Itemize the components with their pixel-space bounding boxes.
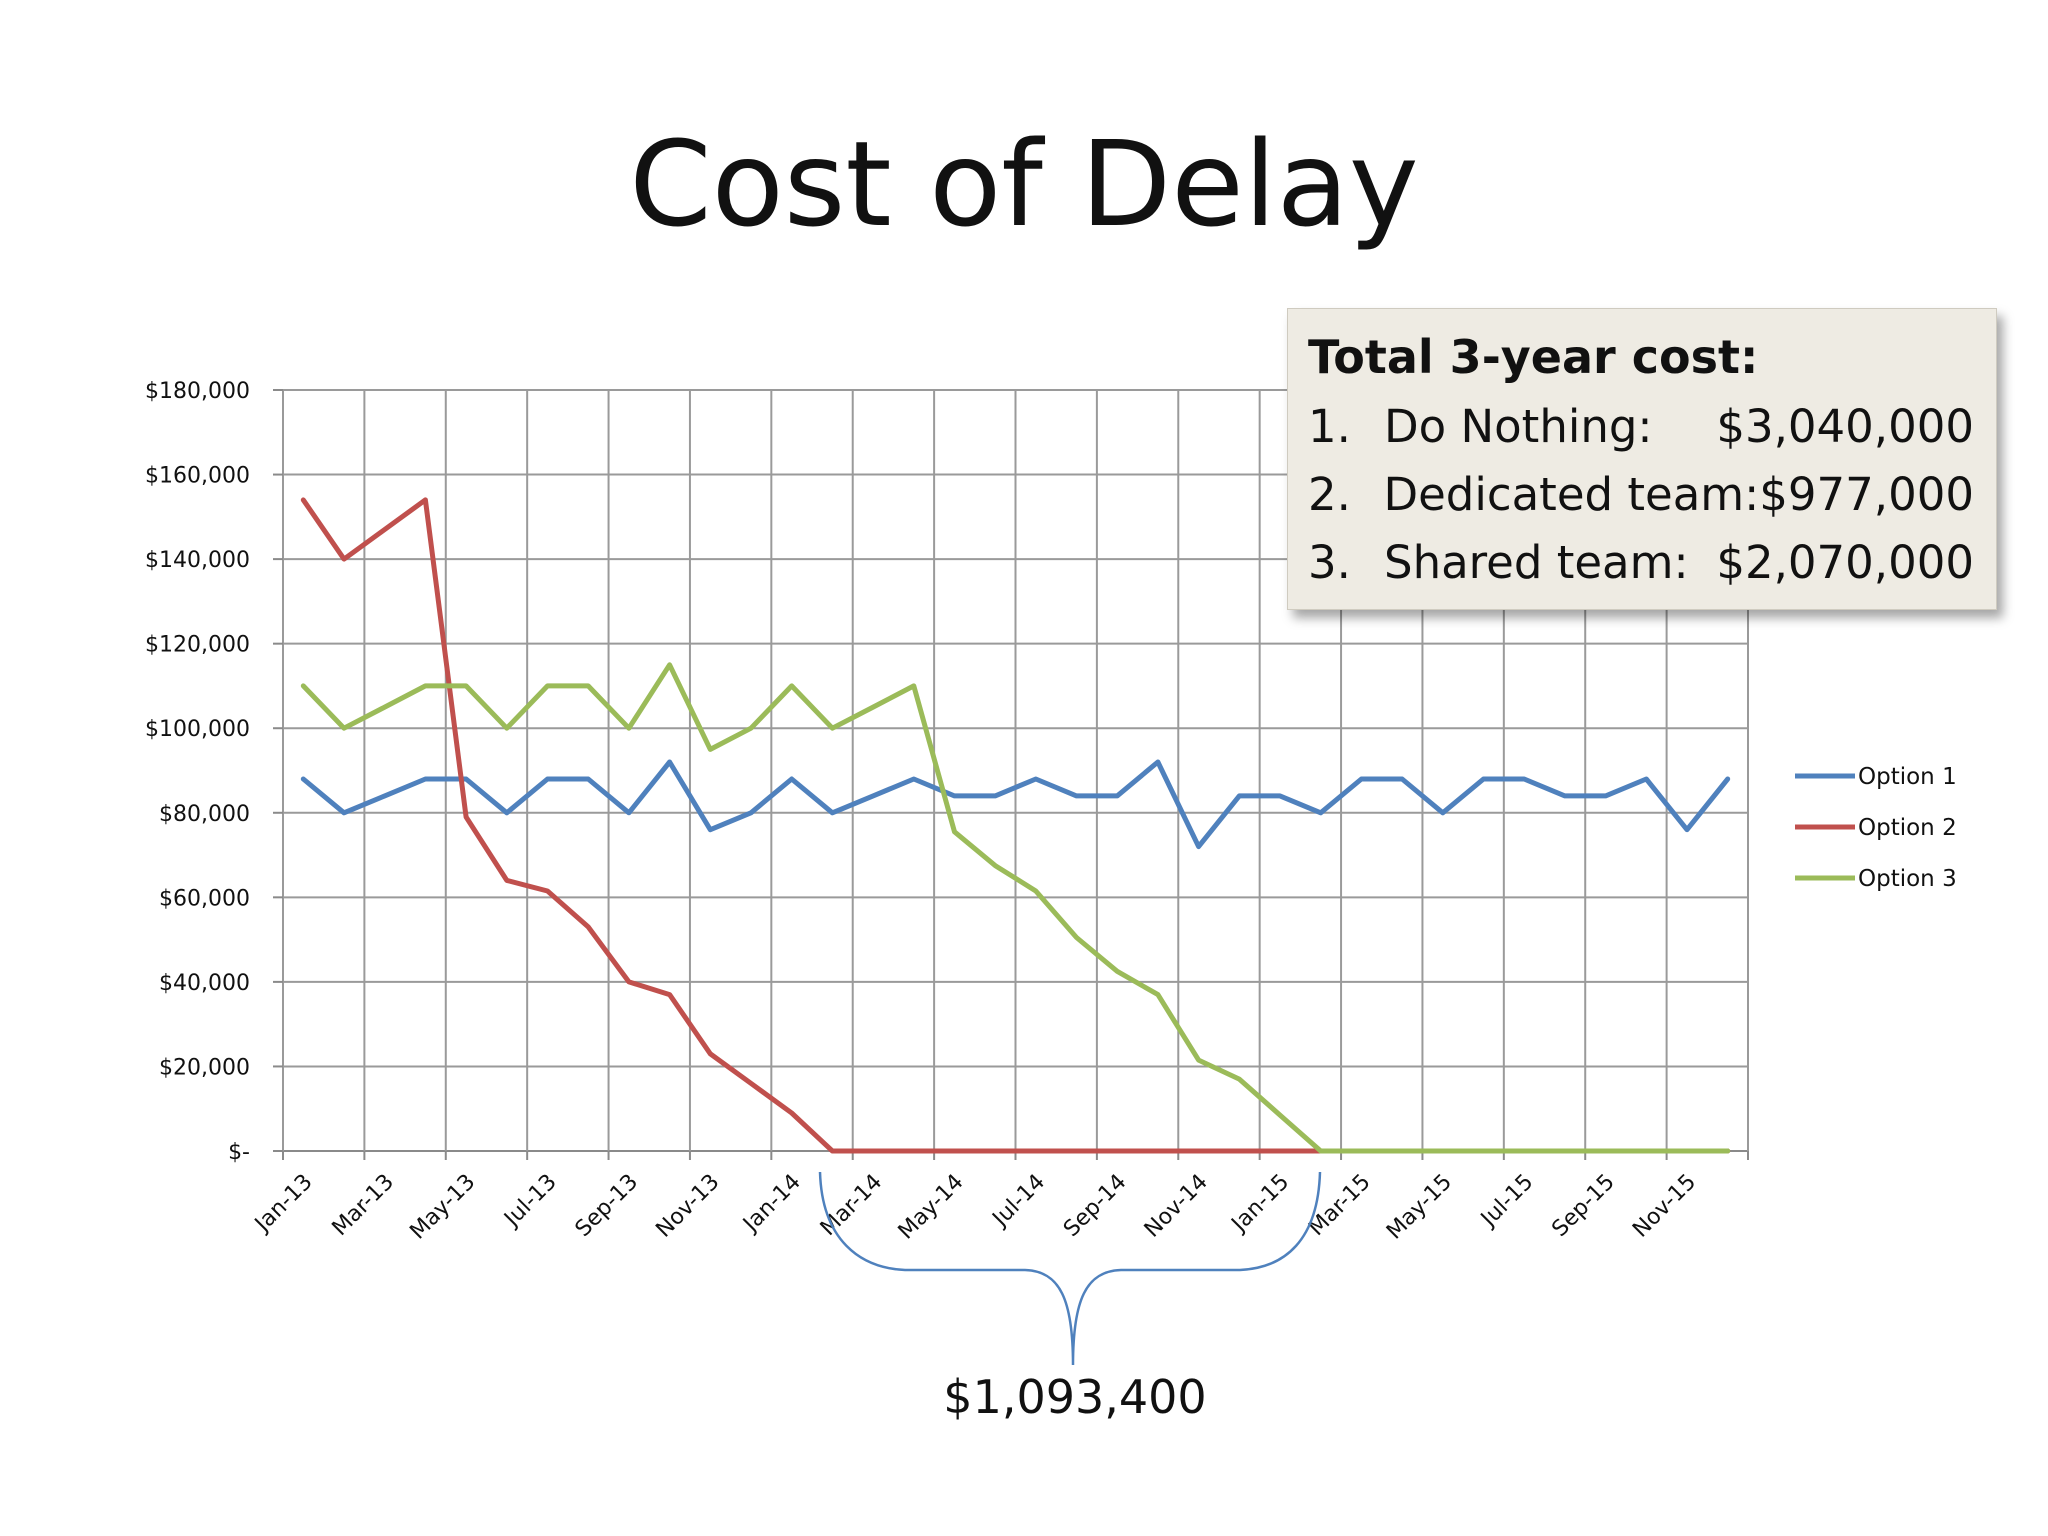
x-tick-label: Jan-14 [737,1170,805,1238]
y-tick-label: $80,000 [159,802,250,827]
slide-title: Cost of Delay [629,115,1419,253]
x-tick-label: Sep-14 [1059,1170,1131,1242]
y-tick-label: $120,000 [145,633,250,658]
x-tick-label: May-13 [405,1170,480,1245]
series-line-option-1 [300,759,1731,850]
y-tick-label: $140,000 [145,548,250,573]
x-tick-label: Nov-15 [1628,1170,1701,1243]
brace-total-label: $1,093,400 [943,1370,1207,1424]
cost-item: 3. Shared team: $2,070,000 [1308,529,1974,597]
cost-item-label: Dedicated team: [1383,468,1760,521]
legend-label: Option 1 [1858,764,1957,790]
y-tick-label: $- [228,1140,250,1165]
y-tick-label: $20,000 [159,1055,250,1080]
chart-series [300,497,1731,1154]
cost-item-number: 3. [1308,536,1351,589]
cost-box-heading: Total 3-year cost: [1308,330,1759,384]
legend-label: Option 3 [1858,866,1957,892]
x-tick-label: Jul-14 [987,1170,1050,1233]
x-tick-label: Sep-13 [571,1170,643,1242]
x-tick-label: Jan-13 [249,1170,317,1238]
x-tick-label: Nov-14 [1140,1170,1213,1243]
series-line-option-3 [300,662,1731,1154]
cost-item-number: 2. [1308,468,1351,521]
y-tick-label: $160,000 [145,464,250,489]
cost-item-amount: $977,000 [1759,468,1974,521]
x-tick-label: May-15 [1382,1170,1457,1245]
x-tick-label: Mar-13 [328,1170,399,1241]
x-tick-label: May-14 [894,1170,969,1245]
y-tick-label: $60,000 [159,886,250,911]
x-tick-label: Jan-15 [1226,1170,1294,1238]
x-tick-label: Nov-13 [652,1170,725,1243]
y-tick-label: $180,000 [145,379,250,404]
cost-item: 1. Do Nothing: $3,040,000 [1308,393,1974,461]
curly-brace-annotation [818,1171,1322,1366]
cost-item: 2. Dedicated team: $977,000 [1308,461,1974,529]
x-tick-label: Sep-15 [1547,1170,1619,1242]
cost-item-label: Do Nothing: [1384,400,1653,453]
cost-item-number: 1. [1308,400,1351,453]
legend-label: Option 2 [1858,815,1957,841]
cost-item-amount: $2,070,000 [1716,536,1974,589]
y-tick-label: $100,000 [145,717,250,742]
total-cost-box: Total 3-year cost: 1. Do Nothing: $3,040… [1287,308,1997,610]
x-tick-label: Jul-15 [1475,1170,1538,1233]
chart-grid [282,389,1749,1152]
x-tick-label: Mar-14 [816,1170,887,1241]
y-tick-label: $40,000 [159,971,250,996]
cost-item-label: Shared team: [1384,536,1689,589]
chart-legend: Option 1 Option 2 Option 3 [1795,764,1957,892]
x-tick-label: Jul-13 [498,1170,561,1233]
cost-item-amount: $3,040,000 [1716,400,1974,453]
